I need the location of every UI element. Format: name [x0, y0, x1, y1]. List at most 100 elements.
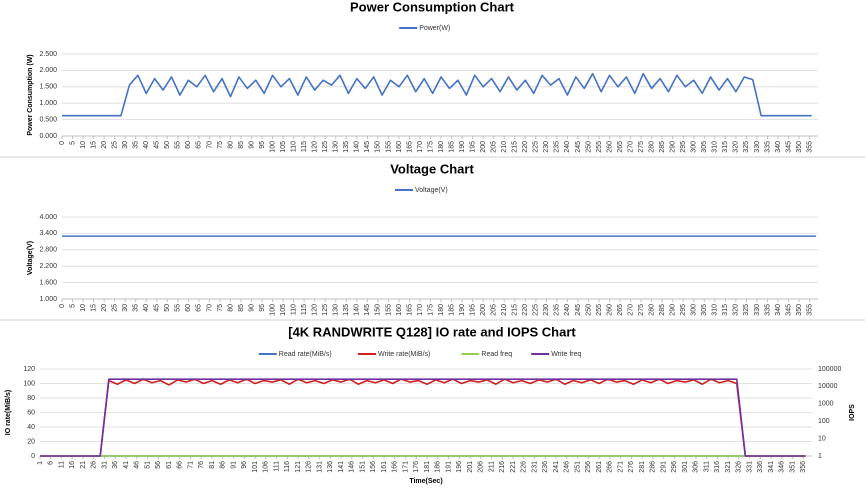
x-tick-label: 111: [273, 461, 280, 472]
y-tick-label: 2.200: [39, 263, 57, 270]
chart-title: Voltage Chart: [390, 161, 474, 176]
x-tick-label: 35: [133, 304, 140, 312]
series-line: [62, 72, 812, 117]
x-tick-label: 95: [259, 141, 266, 149]
x-tick-label: 130: [333, 141, 340, 153]
x-tick-label: 270: [627, 304, 634, 316]
x-tick-label: 145: [364, 304, 371, 316]
x-tick-label: 160: [396, 141, 403, 153]
x-tick-label: 291: [660, 461, 667, 473]
x-tick-label: 240: [564, 141, 571, 153]
x-tick-label: 45: [154, 304, 161, 312]
x-tick-label: 90: [248, 141, 255, 149]
x-tick-label: 136: [327, 461, 334, 473]
x-tick-label: 321: [725, 461, 732, 473]
x-tick-label: 70: [206, 141, 213, 149]
x-tick-label: 250: [585, 141, 592, 153]
x-tick-label: 275: [638, 141, 645, 153]
x-tick-label: 50: [164, 304, 171, 312]
x-tick-label: 191: [445, 461, 452, 473]
x-tick-label: 5: [69, 304, 76, 308]
x-tick-label: 300: [691, 304, 698, 316]
x-tick-label: 30: [122, 141, 129, 149]
x-tick-label: 230: [543, 304, 550, 316]
x-tick-label: 185: [448, 141, 455, 153]
x-tick-label: 140: [354, 141, 361, 153]
x-tick-label: 351: [789, 461, 796, 473]
x-tick-label: 60: [185, 304, 192, 312]
x-tick-label: 336: [757, 461, 764, 473]
x-tick-label: 5: [69, 141, 76, 145]
x-tick-label: 305: [701, 141, 708, 153]
x-tick-label: 131: [316, 461, 323, 473]
x-tick-label: 301: [682, 461, 689, 473]
legend-label: Voltage(V): [415, 187, 448, 194]
x-tick-label: 161: [381, 461, 388, 473]
x-tick-label: 86: [220, 461, 227, 469]
x-tick-label: 340: [775, 141, 782, 153]
x-tick-label: 295: [680, 304, 687, 316]
x-tick-label: 316: [714, 461, 721, 473]
x-tick-label: 75: [217, 304, 224, 312]
x-tick-label: 31: [101, 461, 108, 469]
x-tick-label: 225: [533, 304, 540, 316]
x-tick-label: 286: [650, 461, 657, 473]
x-tick-label: 305: [701, 304, 708, 316]
y-axis-label: Voltage(V): [27, 241, 34, 275]
x-tick-label: 155: [385, 304, 392, 316]
x-tick-label: 311: [703, 461, 710, 472]
x-tick-label: 276: [628, 461, 635, 473]
x-tick-label: 20: [101, 304, 108, 312]
x-tick-label: 346: [779, 461, 786, 473]
x-tick-label: 221: [510, 461, 517, 473]
x-tick-label: 11: [58, 461, 65, 468]
x-tick-label: 36: [112, 461, 119, 469]
x-tick-label: 195: [469, 141, 476, 153]
x-tick-label: 181: [424, 461, 431, 473]
x-tick-label: 295: [680, 141, 687, 153]
y2-tick-label: 10: [818, 435, 826, 442]
x-tick-label: 220: [522, 141, 529, 153]
x-tick-label: 21: [80, 461, 87, 469]
x-tick-label: 110: [290, 141, 297, 152]
y-tick-label: 120: [23, 366, 35, 373]
x-tick-label: 25: [111, 141, 118, 149]
x-tick-label: 335: [764, 304, 771, 316]
x-tick-label: 60: [185, 141, 192, 149]
x-tick-label: 16: [69, 461, 76, 469]
x-tick-label: 25: [111, 304, 118, 312]
x-tick-label: 330: [754, 304, 761, 316]
x-tick-label: 81: [209, 461, 216, 469]
x-tick-label: 265: [617, 304, 624, 316]
x-tick-label: 285: [659, 304, 666, 316]
x-tick-label: 261: [596, 461, 603, 473]
x-tick-label: 150: [375, 304, 382, 316]
x-tick-label: 115: [301, 304, 308, 315]
x-tick-label: 105: [280, 304, 287, 316]
y2-tick-label: 100000: [818, 366, 841, 373]
x-tick-label: 151: [359, 461, 366, 473]
x-tick-label: 260: [606, 141, 613, 153]
x-tick-label: 95: [259, 304, 266, 312]
x-tick-label: 125: [322, 304, 329, 316]
x-tick-label: 356: [800, 461, 807, 473]
x-tick-label: 225: [533, 141, 540, 153]
y-tick-label: 4.000: [39, 214, 57, 221]
x-tick-label: 180: [438, 304, 445, 316]
x-tick-label: 245: [575, 304, 582, 316]
x-tick-label: 101: [252, 461, 259, 473]
x-tick-label: 146: [349, 461, 356, 473]
y-tick-label: 80: [27, 395, 35, 402]
x-tick-label: 10: [80, 304, 87, 312]
x-tick-label: 200: [480, 304, 487, 316]
y2-tick-label: 10000: [818, 383, 838, 390]
x-tick-label: 220: [522, 304, 529, 316]
x-tick-label: 325: [743, 141, 750, 153]
x-tick-label: 155: [385, 141, 392, 153]
x-tick-label: 341: [768, 461, 775, 473]
x-tick-label: 90: [248, 304, 255, 312]
y-tick-label: 2.500: [39, 51, 57, 58]
x-tick-label: 71: [187, 461, 194, 469]
x-tick-label: 85: [238, 304, 245, 312]
